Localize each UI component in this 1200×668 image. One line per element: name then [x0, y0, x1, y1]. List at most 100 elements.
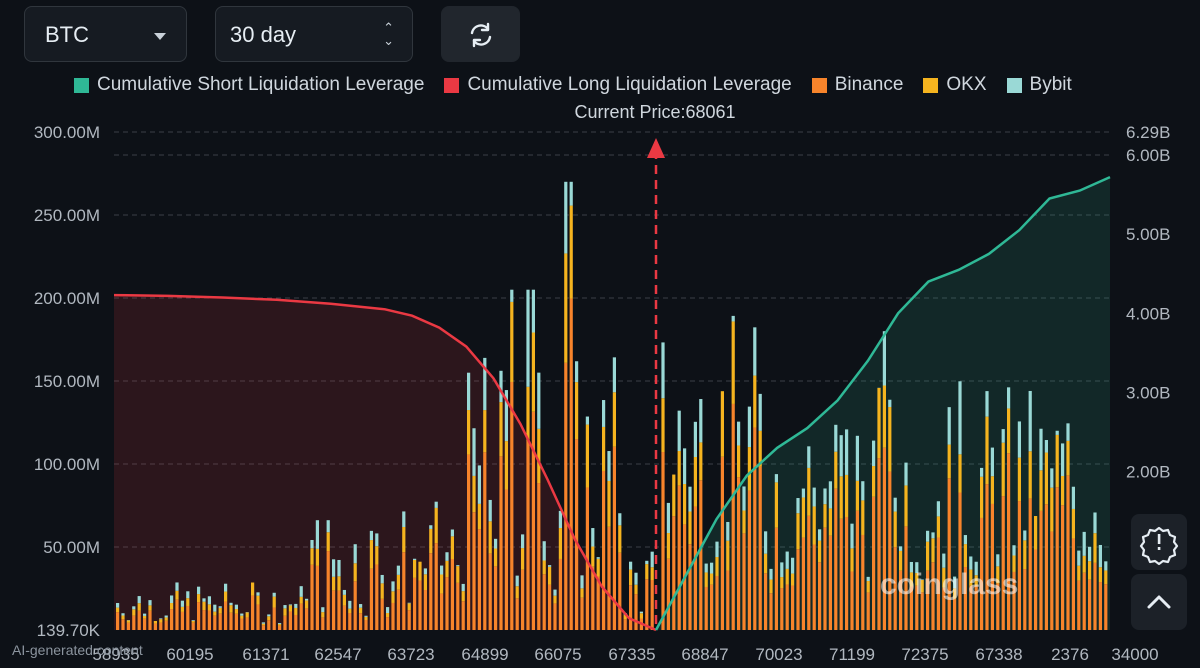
bar-okx	[947, 444, 951, 479]
bar-binance	[1055, 487, 1059, 630]
bar-binance	[872, 496, 876, 630]
x-tick-label: 70023	[755, 645, 802, 664]
bar-okx	[726, 540, 730, 571]
bar-okx	[418, 561, 422, 581]
bar-bybit	[747, 406, 751, 448]
y-left-tick: 250.00M	[34, 206, 100, 225]
bar-binance	[855, 510, 859, 630]
y-right-tick: 6.29B	[1126, 123, 1170, 142]
bar-okx	[342, 594, 346, 606]
bar-okx	[294, 607, 298, 615]
y-left-tick: 300.00M	[34, 123, 100, 142]
refresh-button[interactable]	[441, 6, 520, 62]
bar-bybit	[969, 556, 973, 570]
bar-binance	[526, 440, 530, 630]
x-tick-label: 62547	[314, 645, 361, 664]
bar-okx	[1050, 487, 1054, 532]
bar-binance	[1017, 501, 1021, 630]
legend-item-short[interactable]: Cumulative Short Liquidation Leverage	[74, 74, 424, 96]
bar-bybit	[467, 372, 471, 411]
legend-item-okx[interactable]: OKX	[923, 74, 987, 96]
bar-bybit	[202, 598, 206, 602]
bar-bybit	[440, 565, 444, 575]
bar-binance	[877, 458, 881, 630]
bar-bybit	[288, 604, 292, 606]
bar-bybit	[639, 611, 643, 614]
bar-bybit	[386, 607, 390, 614]
bar-bybit	[494, 538, 498, 549]
bar-okx	[758, 430, 762, 467]
bar-binance	[618, 552, 622, 630]
bar-bybit	[548, 565, 552, 567]
bar-binance	[218, 613, 222, 630]
bar-okx	[326, 532, 330, 552]
bar-binance	[494, 566, 498, 630]
bar-okx	[337, 576, 341, 591]
bar-okx	[526, 386, 530, 441]
bar-binance	[440, 593, 444, 630]
bar-binance	[688, 544, 692, 630]
bar-binance	[386, 617, 390, 630]
bar-okx	[197, 594, 201, 603]
alert-button[interactable]	[1131, 514, 1187, 570]
bar-bybit	[553, 589, 557, 596]
bar-binance	[434, 543, 438, 630]
bar-okx	[175, 590, 179, 600]
bar-okx	[1077, 565, 1081, 581]
bar-okx	[731, 321, 735, 404]
bar-okx	[504, 441, 508, 490]
bar-okx	[666, 533, 670, 559]
bar-binance	[288, 611, 292, 630]
bar-okx	[850, 548, 854, 572]
bar-binance	[596, 576, 600, 630]
bar-okx	[245, 612, 249, 618]
bar-bybit	[666, 502, 670, 534]
watermark-logo: coinglass	[880, 568, 1019, 601]
bar-binance	[1082, 572, 1086, 630]
coin-select[interactable]: BTC	[24, 6, 187, 62]
bar-bybit	[629, 561, 633, 570]
bar-okx	[715, 557, 719, 576]
range-select[interactable]: 30 day ⌃ ⌄	[215, 6, 413, 62]
x-tick-label: 67338	[975, 645, 1022, 664]
bar-okx	[958, 454, 962, 493]
x-tick-label: 58935	[92, 645, 139, 664]
legend-item-bybit[interactable]: Bybit	[1006, 74, 1072, 96]
bar-binance	[499, 456, 503, 630]
bar-okx	[591, 546, 595, 567]
bar-binance	[612, 446, 616, 630]
bar-bybit	[634, 572, 638, 585]
legend-item-long[interactable]: Cumulative Long Liquidation Leverage	[444, 74, 792, 96]
bar-okx	[153, 620, 157, 624]
bar-binance	[915, 585, 919, 630]
bar-okx	[575, 382, 579, 440]
bar-bybit	[818, 529, 822, 541]
bar-bybit	[580, 575, 584, 589]
bar-okx	[256, 595, 260, 605]
bar-bybit	[769, 568, 773, 580]
bar-okx	[704, 572, 708, 587]
bar-binance	[677, 485, 681, 630]
bar-bybit	[1093, 512, 1097, 534]
legend-label: OKX	[946, 74, 987, 95]
bar-binance	[834, 488, 838, 630]
bar-bybit	[521, 534, 525, 549]
bar-binance	[650, 579, 654, 630]
legend-item-binance[interactable]: Binance	[811, 74, 903, 96]
legend-label: Cumulative Short Liquidation Leverage	[97, 74, 425, 95]
bar-binance	[629, 585, 633, 630]
x-tick-label: 61371	[242, 645, 289, 664]
bar-okx	[839, 476, 843, 519]
current-price-marker	[647, 138, 665, 630]
bar-binance	[186, 605, 190, 630]
bar-okx	[888, 407, 892, 472]
bar-binance	[737, 477, 741, 630]
bar-bybit	[715, 541, 719, 558]
bar-bybit	[1055, 430, 1059, 435]
bar-binance	[521, 569, 525, 630]
bar-binance	[769, 593, 773, 630]
bar-bybit	[785, 551, 789, 569]
bar-bybit	[845, 429, 849, 475]
scroll-top-button[interactable]	[1131, 574, 1187, 630]
range-select-value: 30 day	[230, 22, 297, 47]
